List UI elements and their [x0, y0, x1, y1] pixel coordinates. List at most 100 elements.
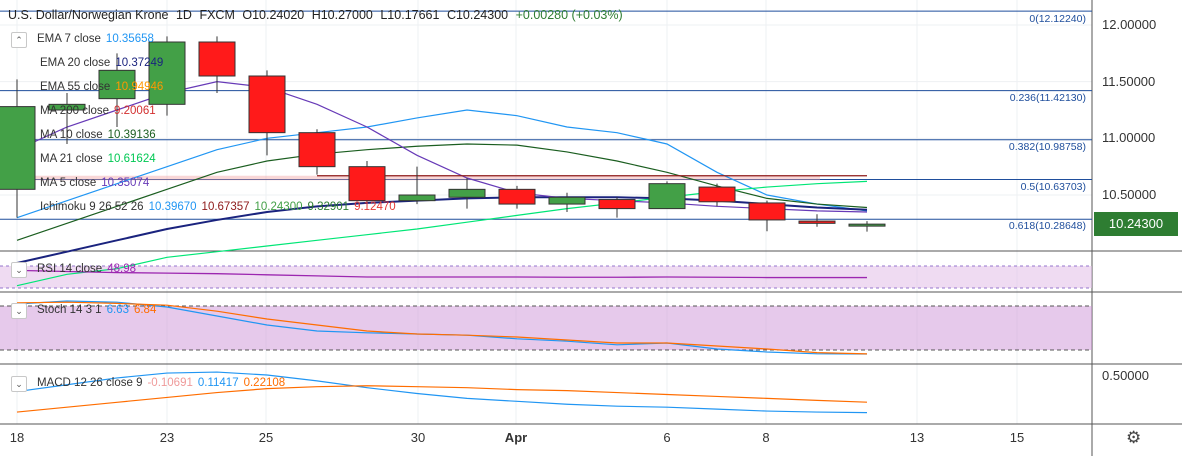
legend-value: 9.12470	[354, 201, 396, 213]
y-tick-label: 10.50000	[1102, 187, 1157, 202]
macd-signal-line	[16, 385, 868, 413]
collapse-legend-button[interactable]: ⌃	[11, 32, 27, 48]
x-tick-label: 6	[663, 430, 671, 445]
y-tick-label: 11.50000	[1102, 74, 1156, 89]
legend-value: 9.20061	[114, 105, 156, 117]
legend-row-ema20[interactable]: EMA 20 close 10.37249	[11, 54, 396, 78]
x-tick-label: 15	[1009, 430, 1025, 445]
candle-body	[48, 103, 86, 111]
collapse-stoch-button[interactable]: ⌄	[11, 303, 27, 319]
rsi-legend[interactable]: ⌄ RSI 14 close 48.98	[11, 260, 136, 278]
x-tick-label: 13	[909, 430, 925, 445]
fib-label: 0.236(11.42130)	[1009, 92, 1086, 104]
candle-body	[298, 132, 336, 168]
chart-header: U.S. Dollar/Norwegian Krone 1D FXCM O10.…	[8, 8, 627, 22]
stoch-label: Stoch 14 3 1	[37, 304, 102, 316]
candle-body	[548, 196, 586, 205]
legend-label: MA 5 close	[40, 177, 97, 189]
macd-hist-value: -0.10691	[147, 377, 193, 389]
legend-row-ma21[interactable]: MA 21 close 10.61624	[11, 150, 396, 174]
macd-label: MACD 12 26 close 9	[37, 377, 143, 389]
legend-value: 10.67357	[201, 201, 250, 213]
fib-label: 0(12.12240)	[1029, 13, 1086, 25]
x-tick-label: 25	[258, 430, 274, 445]
rsi-value: 48.98	[107, 263, 136, 275]
y-tick-label: 11.00000	[1102, 130, 1156, 145]
legend-row-ma5[interactable]: MA 5 close 10.35074	[11, 174, 396, 198]
interval: 1D	[175, 8, 192, 22]
x-tick-label: 8	[762, 430, 770, 445]
legend-label: Ichimoku 9 26 52 26	[40, 201, 144, 213]
legend-label: EMA 7 close	[37, 33, 101, 45]
legend-label: MA 10 close	[40, 129, 103, 141]
legend-value: 10.94946	[115, 81, 164, 93]
legend-value: 9.32901	[307, 201, 350, 213]
legend-row-ma10[interactable]: MA 10 close 10.39136	[11, 126, 396, 150]
legend-value: 10.37249	[115, 57, 164, 69]
legend-label: MA 200 close	[40, 105, 110, 117]
indicator-legend: ⌃ EMA 7 close 10.35658 EMA 20 close 10.3…	[11, 30, 396, 222]
stoch-k-value: 6.63	[106, 304, 129, 316]
stoch-d-value: 6.84	[133, 304, 157, 316]
legend-label: MA 21 close	[40, 153, 103, 165]
legend-value: 10.35074	[101, 177, 150, 189]
legend-value: 10.61624	[107, 153, 156, 165]
candle-body	[398, 194, 436, 202]
legend-label: EMA 20 close	[40, 57, 111, 69]
gear-icon[interactable]: ⚙	[1126, 428, 1142, 447]
ohlc-high: H10.27000	[311, 8, 373, 22]
collapse-rsi-button[interactable]: ⌄	[11, 262, 27, 278]
x-tick-label: 23	[159, 430, 175, 445]
legend-value: 10.39670	[148, 201, 197, 213]
exchange: FXCM	[199, 8, 235, 22]
candle-body	[798, 220, 836, 224]
symbol-name: U.S. Dollar/Norwegian Krone	[8, 8, 169, 22]
legend-label: EMA 55 close	[40, 81, 111, 93]
macd-y-tick-label: 0.50000	[1102, 368, 1149, 383]
candle-body	[0, 106, 36, 190]
rsi-line	[16, 269, 868, 279]
macd-value: 0.11417	[197, 377, 239, 389]
x-tick-label: 18	[9, 430, 25, 445]
legend-value: 10.35658	[105, 33, 154, 45]
candle-body	[348, 166, 386, 202]
collapse-macd-button[interactable]: ⌄	[11, 376, 27, 392]
legend-row-ma200[interactable]: MA 200 close 9.20061	[11, 102, 396, 126]
macd-signal-value: 0.22108	[243, 377, 286, 389]
legend-row-ema7[interactable]: ⌃ EMA 7 close 10.35658	[11, 30, 396, 54]
legend-row-ema55[interactable]: EMA 55 close 10.94946	[11, 78, 396, 102]
legend-row-ichimoku[interactable]: Ichimoku 9 26 52 26 10.39670 10.67357 10…	[11, 198, 396, 222]
candle-body	[748, 202, 786, 221]
ohlc-open: O10.24020	[242, 8, 305, 22]
ichimoku-cloud	[0, 175, 820, 181]
legend-value: 10.39136	[107, 129, 156, 141]
rsi-label: RSI 14 close	[37, 263, 103, 275]
candle-body	[598, 199, 636, 210]
stoch-d-line	[16, 301, 868, 355]
candle-body	[848, 223, 886, 227]
x-tick-label: Apr	[504, 430, 528, 445]
legend-value: 10.24300	[254, 201, 303, 213]
candle-body	[148, 41, 186, 105]
candle-body	[198, 41, 236, 77]
candle-body	[98, 69, 136, 100]
stoch-legend[interactable]: ⌄ Stoch 14 3 1 6.63 6.84	[11, 301, 156, 319]
fib-label: 0.618(10.28648)	[1008, 220, 1086, 232]
stoch-band	[0, 306, 1092, 350]
y-tick-label: 12.00000	[1102, 17, 1157, 32]
macd-legend[interactable]: ⌄ MACD 12 26 close 9 -0.10691 0.11417 0.…	[11, 374, 285, 392]
candle-body	[248, 75, 286, 134]
candle-body	[498, 188, 536, 205]
macd-line	[16, 371, 868, 414]
ohlc-change: +0.00280 (+0.03%)	[515, 8, 623, 22]
ohlc-close: C10.24300	[446, 8, 509, 22]
fib-label: 0.5(10.63703)	[1020, 181, 1086, 193]
ohlc-low: L10.17661	[380, 8, 440, 22]
fib-label: 0.382(10.98758)	[1008, 141, 1086, 153]
x-tick-label: 30	[410, 430, 426, 445]
candle-body	[698, 186, 736, 203]
last-price-tag: 10.24300	[1094, 212, 1178, 236]
candle-body	[448, 188, 486, 198]
candle-body	[648, 183, 686, 210]
